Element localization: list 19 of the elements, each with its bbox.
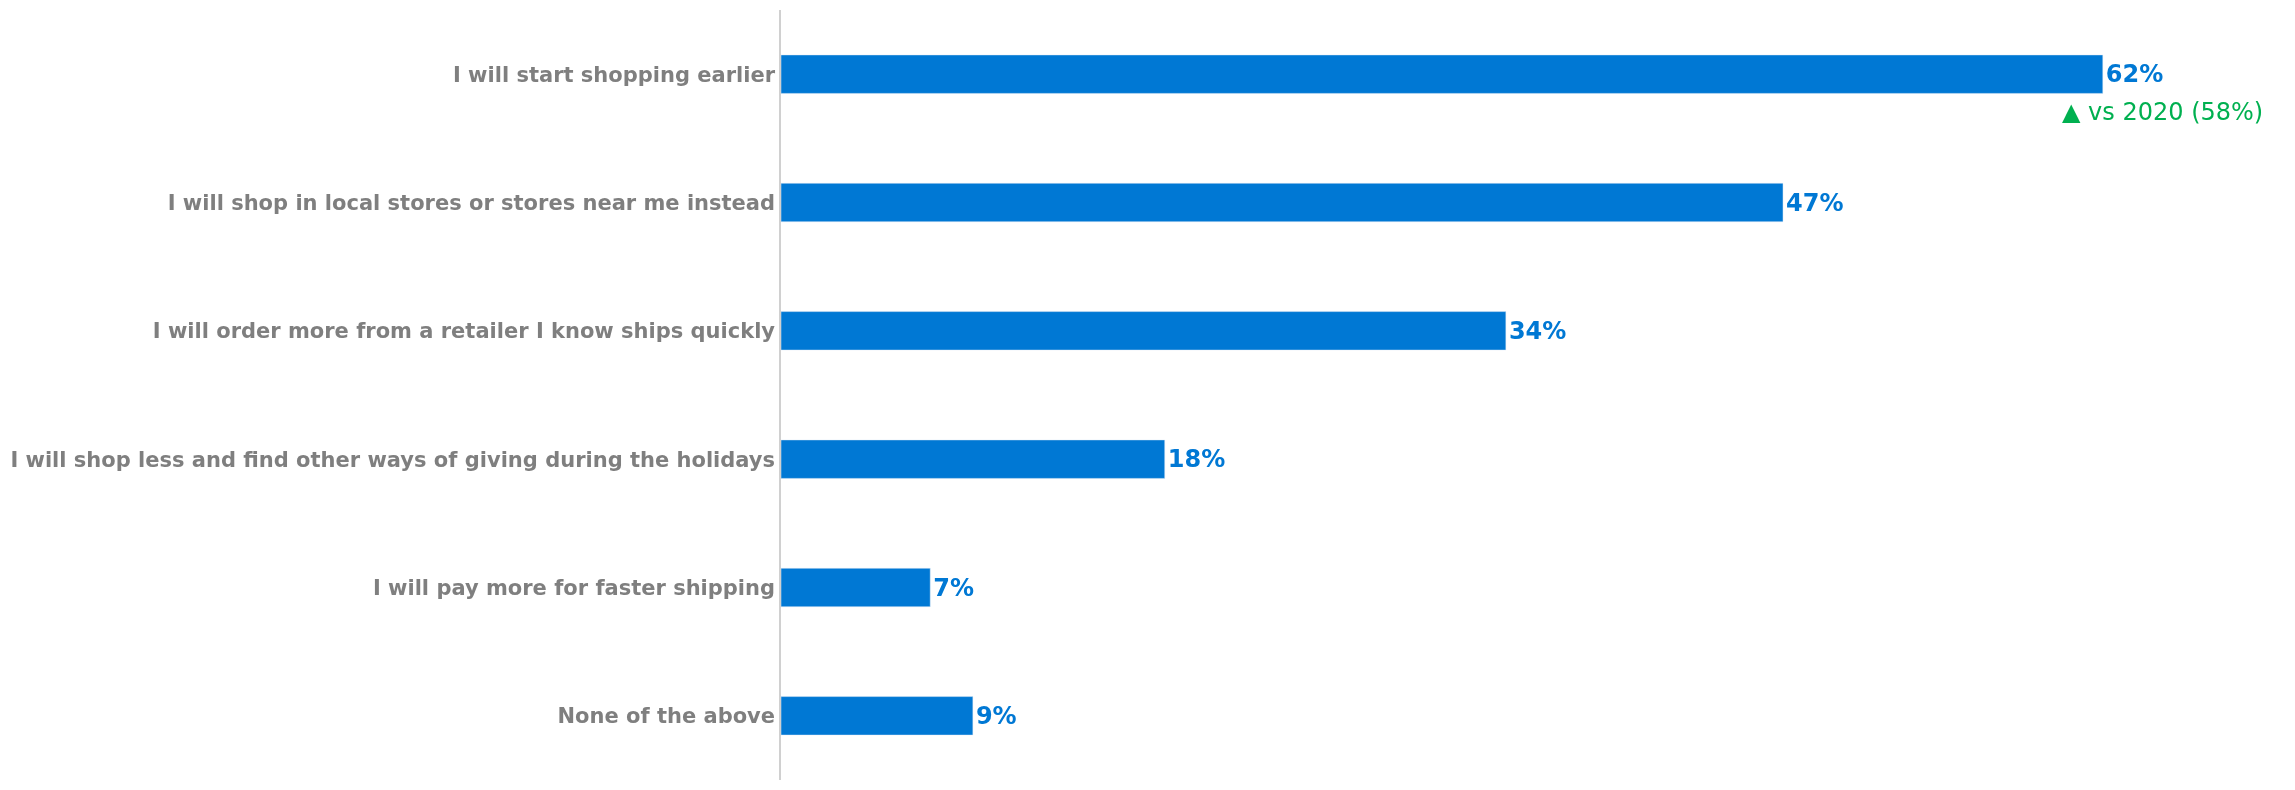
y-tick-label: I will shop less and find other ways of giving during the holidays: [10, 447, 776, 472]
y-tick-label: None of the above: [557, 704, 776, 729]
data-label: 18%: [1167, 445, 1226, 474]
bar: [781, 696, 974, 736]
bar: [781, 568, 931, 607]
annotation: ▲ vs 2020 (58%): [2062, 98, 2264, 126]
y-tick-label: I will start shopping earlier: [453, 62, 776, 87]
y-tick-label: I will shop in local stores or stores near me instead: [167, 190, 776, 215]
bar: [781, 311, 1507, 351]
data-label: 7%: [933, 573, 974, 602]
y-tick-label: I will pay more for faster shipping: [372, 575, 776, 600]
bar: [781, 54, 2104, 94]
data-label: 47%: [1786, 188, 1844, 217]
y-tick-label: I will order more from a retailer I know ships quickly: [152, 319, 776, 344]
data-label: 34%: [1508, 316, 1567, 345]
data-label: 62%: [2105, 60, 2164, 89]
data-label: 9%: [975, 701, 1017, 730]
bar: [781, 183, 1784, 222]
bar: [781, 439, 1165, 479]
